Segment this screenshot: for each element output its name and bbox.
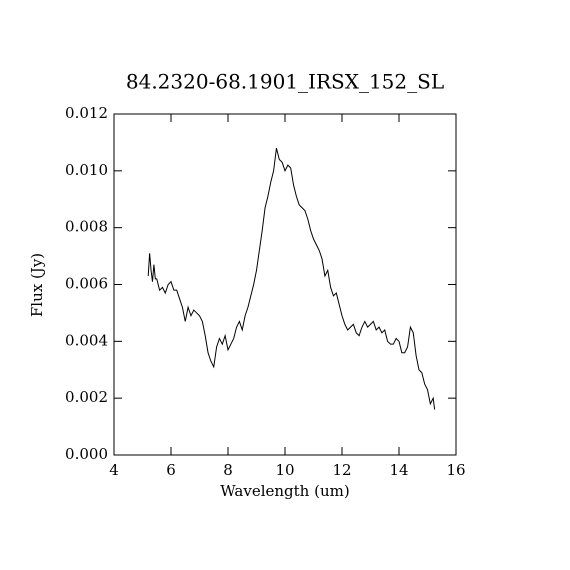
y-tick-label: 0.000 (65, 445, 108, 463)
y-tick-label: 0.004 (65, 331, 108, 349)
spectrum-line (147, 147, 436, 410)
plot-frame (113, 113, 457, 456)
y-axis-label: Flux (Jy) (28, 253, 46, 317)
x-tick-label: 4 (109, 461, 119, 479)
y-tick-label: 0.008 (65, 218, 108, 236)
y-tick-label: 0.002 (65, 388, 108, 406)
x-tick-label: 12 (332, 461, 351, 479)
y-tick-label: 0.010 (65, 161, 108, 179)
chart-title: 84.2320-68.1901_IRSX_152_SL (126, 70, 444, 94)
y-tick-label: 0.006 (65, 275, 108, 293)
x-tick-label: 8 (223, 461, 233, 479)
x-tick-label: 6 (166, 461, 176, 479)
x-tick-label: 10 (275, 461, 294, 479)
y-tick-label: 0.012 (65, 104, 108, 122)
x-tick-label: 14 (389, 461, 408, 479)
x-axis-label: Wavelength (um) (220, 482, 349, 500)
x-tick-label: 16 (446, 461, 465, 479)
